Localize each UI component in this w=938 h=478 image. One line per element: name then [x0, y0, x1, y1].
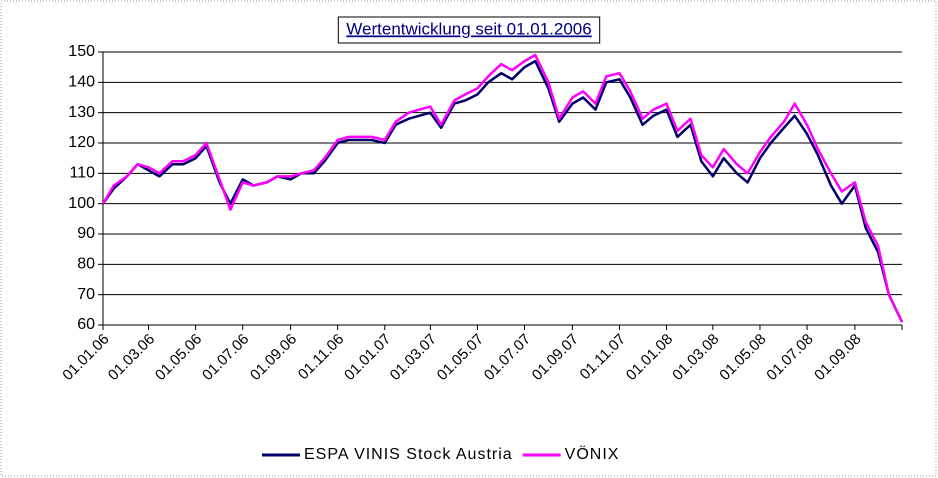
y-tick-label: 90	[77, 225, 95, 242]
y-tick-label: 110	[69, 165, 95, 182]
x-tick-label: 01.09.08	[811, 331, 864, 384]
x-tick-label: 01.01.06	[59, 331, 112, 384]
x-tick-label: 01.07.08	[763, 331, 816, 384]
x-tick-label: 01.11.06	[295, 331, 348, 384]
y-tick-label: 80	[77, 256, 95, 273]
x-tick-label: 01.09.07	[529, 331, 582, 384]
y-tick-label: 100	[68, 195, 95, 212]
x-tick-label: 01.05.07	[434, 331, 487, 384]
x-tick-label: 01.11.07	[577, 331, 630, 384]
series-line	[101, 59, 904, 323]
x-tick-label: 01.01.08	[623, 331, 676, 384]
series-line	[101, 53, 904, 323]
title-box	[337, 16, 601, 44]
x-tick-label: 01.03.07	[387, 331, 440, 384]
x-tick-label: 01.03.06	[105, 331, 158, 384]
x-tick-label: 01.07.07	[481, 331, 534, 384]
x-tick-label: 01.05.06	[152, 331, 205, 384]
legend-label: ESPA VINIS Stock Austria	[304, 446, 513, 463]
chart-title: Wertentwicklung seit 01.01.2006	[346, 19, 591, 38]
y-tick-label: 60	[77, 316, 95, 333]
y-tick-label: 140	[68, 74, 95, 91]
y-tick-label: 70	[77, 286, 95, 303]
y-tick-label: 130	[68, 104, 95, 121]
x-tick-label: 01.05.08	[716, 331, 769, 384]
x-tick-label: 01.03.08	[669, 331, 722, 384]
y-tick-label: 120	[68, 134, 95, 151]
x-tick-label: 01.07.06	[199, 331, 252, 384]
legend-label: VÖNIX	[565, 445, 620, 463]
y-tick-label: 150	[68, 43, 95, 60]
x-tick-label: 01.09.06	[247, 331, 300, 384]
x-tick-label: 01.01.07	[341, 331, 394, 384]
